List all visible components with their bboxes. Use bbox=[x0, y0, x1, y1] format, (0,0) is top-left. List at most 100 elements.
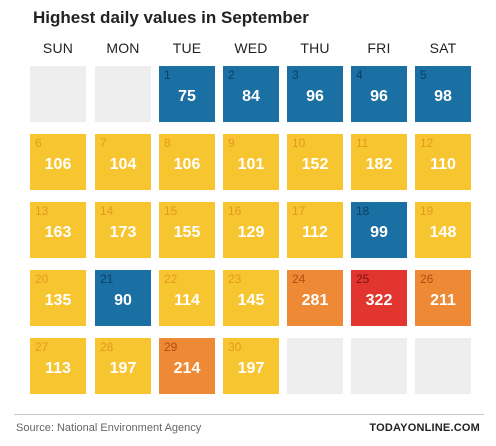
day-value: 101 bbox=[237, 156, 265, 173]
day-value: 106 bbox=[173, 156, 201, 173]
day-number: 26 bbox=[420, 272, 434, 286]
day-value: 155 bbox=[173, 224, 201, 241]
day-number: 2 bbox=[228, 68, 235, 82]
day-value: 96 bbox=[370, 88, 388, 105]
day-cell-11: 11 182 bbox=[351, 134, 407, 190]
day-number: 20 bbox=[35, 272, 49, 286]
day-cell-27: 27 113 bbox=[30, 338, 86, 394]
day-cell-19: 19 148 bbox=[415, 202, 471, 258]
day-cell-30: 30 197 bbox=[223, 338, 279, 394]
empty-cell bbox=[415, 338, 471, 394]
day-cell-4: 4 96 bbox=[351, 66, 407, 122]
day-value: 173 bbox=[109, 224, 137, 241]
day-number: 28 bbox=[100, 340, 114, 354]
day-cell-15: 15 155 bbox=[159, 202, 215, 258]
day-number: 21 bbox=[100, 272, 114, 286]
day-value: 152 bbox=[301, 156, 329, 173]
day-cell-17: 17 112 bbox=[287, 202, 343, 258]
day-cell-28: 28 197 bbox=[95, 338, 151, 394]
day-value: 98 bbox=[434, 88, 452, 105]
day-cell-29: 29 214 bbox=[159, 338, 215, 394]
day-value: 197 bbox=[109, 360, 137, 377]
day-number: 29 bbox=[164, 340, 178, 354]
day-cell-8: 8 106 bbox=[159, 134, 215, 190]
day-number: 1 bbox=[164, 68, 171, 82]
empty-cell bbox=[95, 66, 151, 122]
day-number: 7 bbox=[100, 136, 107, 150]
day-value: 112 bbox=[302, 224, 328, 241]
day-cell-21: 21 90 bbox=[95, 270, 151, 326]
weekday-sat: SAT bbox=[429, 40, 457, 56]
footer-divider bbox=[14, 414, 484, 415]
day-value: 214 bbox=[173, 360, 201, 377]
day-cell-9: 9 101 bbox=[223, 134, 279, 190]
day-number: 18 bbox=[356, 204, 370, 218]
day-value: 90 bbox=[114, 292, 132, 309]
day-cell-2: 2 84 bbox=[223, 66, 279, 122]
day-value: 104 bbox=[109, 156, 137, 173]
day-cell-12: 12 110 bbox=[415, 134, 471, 190]
day-cell-14: 14 173 bbox=[95, 202, 151, 258]
day-number: 30 bbox=[228, 340, 242, 354]
day-number: 4 bbox=[356, 68, 363, 82]
day-value: 99 bbox=[370, 224, 388, 241]
day-number: 12 bbox=[420, 136, 434, 150]
day-value: 211 bbox=[430, 292, 456, 309]
day-value: 135 bbox=[44, 292, 72, 309]
day-number: 17 bbox=[292, 204, 306, 218]
day-cell-20: 20 135 bbox=[30, 270, 86, 326]
day-value: 106 bbox=[44, 156, 72, 173]
day-number: 11 bbox=[356, 136, 369, 150]
day-cell-18: 18 99 bbox=[351, 202, 407, 258]
day-number: 16 bbox=[228, 204, 242, 218]
day-cell-13: 13 163 bbox=[30, 202, 86, 258]
weekday-mon: MON bbox=[106, 40, 140, 56]
weekday-wed: WED bbox=[234, 40, 268, 56]
day-number: 3 bbox=[292, 68, 299, 82]
weekday-thu: THU bbox=[300, 40, 330, 56]
day-number: 6 bbox=[35, 136, 42, 150]
day-cell-25: 25 322 bbox=[351, 270, 407, 326]
day-number: 24 bbox=[292, 272, 306, 286]
day-cell-10: 10 152 bbox=[287, 134, 343, 190]
day-number: 8 bbox=[164, 136, 171, 150]
day-number: 27 bbox=[35, 340, 49, 354]
day-number: 23 bbox=[228, 272, 242, 286]
day-value: 322 bbox=[365, 292, 393, 309]
day-cell-16: 16 129 bbox=[223, 202, 279, 258]
day-cell-3: 3 96 bbox=[287, 66, 343, 122]
day-value: 75 bbox=[178, 88, 196, 105]
day-cell-22: 22 114 bbox=[159, 270, 215, 326]
weekday-tue: TUE bbox=[172, 40, 202, 56]
weekday-fri: FRI bbox=[367, 40, 391, 56]
day-value: 197 bbox=[237, 360, 265, 377]
source-note: Source: National Environment Agency bbox=[16, 422, 202, 434]
day-value: 145 bbox=[237, 292, 265, 309]
day-value: 182 bbox=[365, 156, 393, 173]
day-number: 9 bbox=[228, 136, 235, 150]
day-cell-1: 1 75 bbox=[159, 66, 215, 122]
day-number: 22 bbox=[164, 272, 178, 286]
day-number: 10 bbox=[292, 136, 306, 150]
day-cell-23: 23 145 bbox=[223, 270, 279, 326]
day-value: 113 bbox=[45, 360, 71, 377]
day-cell-7: 7 104 bbox=[95, 134, 151, 190]
day-number: 25 bbox=[356, 272, 370, 286]
day-cell-26: 26 211 bbox=[415, 270, 471, 326]
day-value: 163 bbox=[44, 224, 72, 241]
day-number: 13 bbox=[35, 204, 49, 218]
day-value: 84 bbox=[242, 88, 260, 105]
day-cell-24: 24 281 bbox=[287, 270, 343, 326]
day-number: 19 bbox=[420, 204, 434, 218]
empty-cell bbox=[287, 338, 343, 394]
weekday-header: SUN MON TUE WED THU FRI SAT bbox=[28, 40, 476, 60]
day-cell-6: 6 106 bbox=[30, 134, 86, 190]
day-value: 110 bbox=[430, 156, 456, 173]
day-value: 114 bbox=[174, 292, 200, 309]
empty-cell bbox=[351, 338, 407, 394]
day-number: 14 bbox=[100, 204, 114, 218]
brand-logo-text: TODAYONLINE.COM bbox=[369, 422, 480, 434]
chart-title: Highest daily values in September bbox=[33, 8, 309, 27]
day-number: 15 bbox=[164, 204, 178, 218]
